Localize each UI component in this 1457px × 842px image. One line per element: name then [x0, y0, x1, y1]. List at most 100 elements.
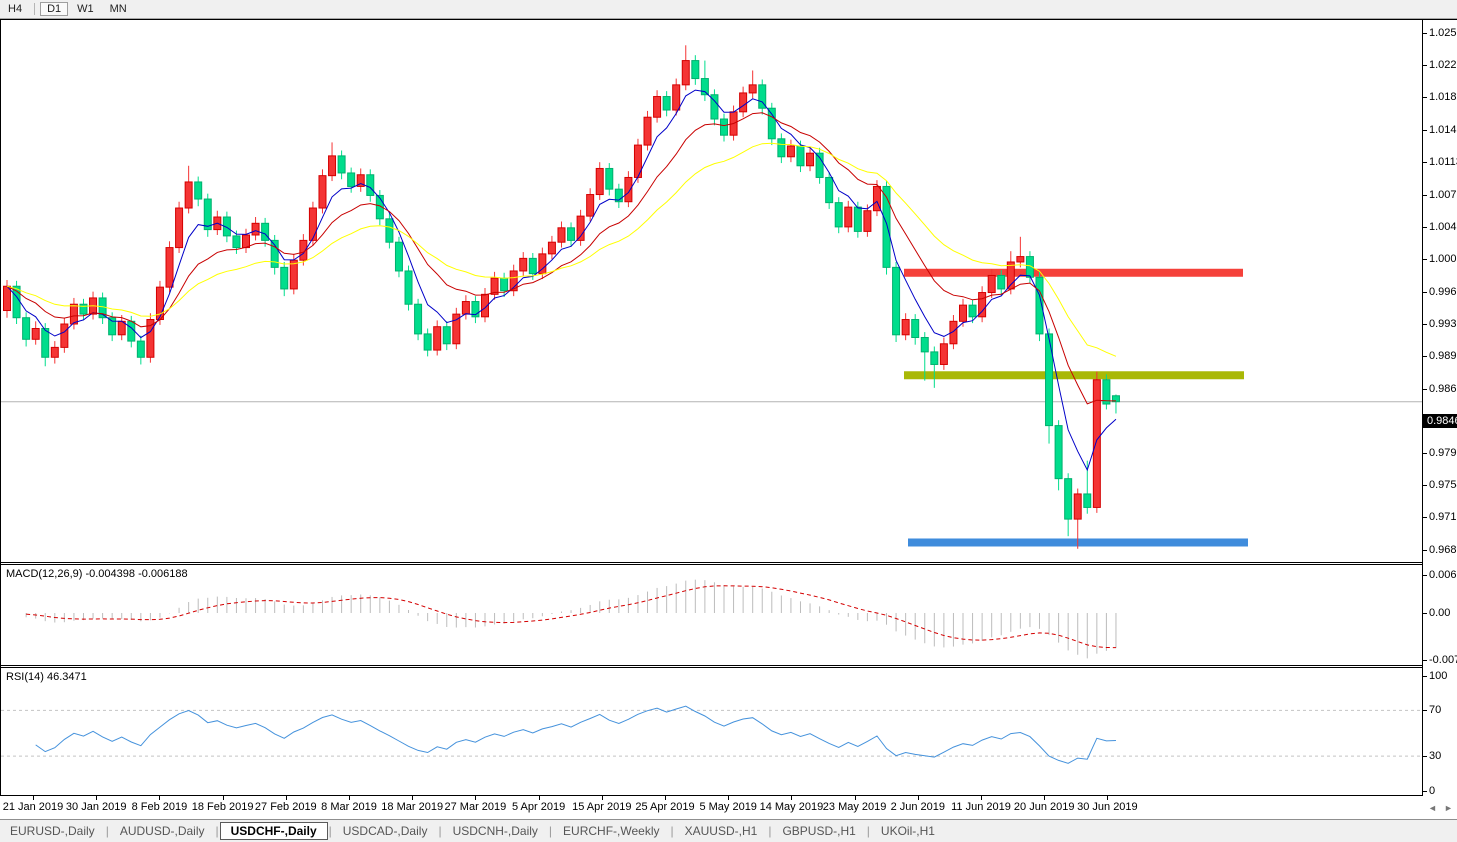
candlestick [1092, 371, 1101, 513]
bull-candle-body [949, 320, 958, 345]
bear-candle-body [834, 202, 843, 228]
bear-candle-body [614, 188, 623, 203]
bull-candle-body [1092, 379, 1101, 508]
tab-gbpusd-h1[interactable]: GBPUSD-,H1 [782, 824, 856, 838]
candlestick [911, 314, 920, 345]
bear-candle-body [1111, 395, 1120, 403]
tab-audusd-daily[interactable]: AUDUSD-,Daily [119, 824, 205, 838]
timeframe-mn-button[interactable]: MN [109, 3, 127, 15]
scroll-left-button[interactable]: ◄ [1428, 803, 1437, 813]
tab-usdcnh-daily[interactable]: USDCNH-,Daily [452, 824, 538, 838]
bear-candle-body [423, 333, 432, 351]
bull-candle-body [739, 92, 748, 113]
bull-candle-body [672, 84, 681, 111]
price-axis-tick: 1.00410 [1429, 220, 1457, 233]
price-axis-tick: 1.00050 [1429, 253, 1457, 266]
price-axis-tick: 0.99690 [1429, 285, 1457, 298]
date-tick-mark [1107, 796, 1109, 800]
candlestick [547, 235, 556, 260]
bull-candle-body [872, 185, 881, 212]
bear-candle-body [700, 78, 709, 96]
axis-tick-mark [1423, 452, 1427, 454]
date-tick-mark [665, 796, 666, 800]
candlestick [433, 320, 442, 356]
candlestick [12, 280, 21, 325]
bear-candle-body [375, 194, 384, 220]
bear-candle-body [710, 94, 719, 120]
candlestick [79, 298, 88, 321]
bear-candle-body [414, 303, 423, 335]
main-price-chart[interactable] [1, 20, 1422, 562]
axis-tick-mark [1423, 549, 1427, 551]
candlestick [203, 193, 212, 237]
bear-candle-body [366, 174, 375, 196]
bull-candle-body [60, 323, 69, 348]
candlestick [643, 110, 652, 151]
bear-candle-body [232, 235, 241, 249]
panel-splitter[interactable] [1, 562, 1422, 565]
bull-candle-body [959, 304, 967, 322]
date-axis-label: 25 Apr 2019 [635, 801, 695, 813]
horizontal-level-support-olive[interactable] [904, 371, 1244, 380]
candlestick [681, 45, 690, 91]
bull-candle-body [175, 207, 184, 249]
bear-candle-body [930, 351, 939, 365]
timeframe-h4-button[interactable]: H4 [8, 3, 23, 15]
macd-axis-tick: 0.00 [1429, 607, 1451, 619]
timeframe-w1-button[interactable]: W1 [77, 3, 94, 15]
date-axis-label: 5 Apr 2019 [511, 801, 566, 813]
date-axis-label: 21 Jan 2019 [2, 801, 64, 813]
bull-candle-body [653, 96, 662, 118]
tab-separator: | [438, 824, 442, 838]
candlestick [184, 165, 193, 214]
bull-candle-body [624, 176, 633, 203]
scroll-right-button[interactable]: ► [1444, 803, 1453, 813]
tab-separator: | [670, 824, 674, 838]
bear-candle-body [1045, 333, 1054, 427]
timeframe-d1-button[interactable]: D1 [40, 2, 69, 16]
rsi-panel[interactable] [1, 668, 1422, 795]
price-axis-tick: 1.02210 [1429, 59, 1457, 72]
tab-usdcad-daily[interactable]: USDCAD-,Daily [342, 824, 428, 838]
candlestick [490, 271, 499, 300]
tab-eurusd-daily[interactable]: EURUSD-,Daily [10, 824, 95, 838]
date-tick-mark [412, 796, 414, 800]
bull-candle-body [547, 241, 556, 255]
date-axis-label: 11 Jun 2019 [951, 801, 1011, 813]
candlestick [939, 337, 948, 370]
axis-tick-mark [1423, 574, 1427, 576]
macd-panel[interactable] [1, 565, 1422, 665]
candlestick [251, 217, 260, 241]
date-axis-label: 30 Jun 2019 [1077, 801, 1138, 813]
candlestick [3, 279, 11, 318]
candlestick [50, 341, 59, 364]
price-axis-tick: 1.01130 [1429, 156, 1457, 169]
candlestick [1045, 328, 1054, 444]
bear-candle-body [767, 107, 776, 140]
date-axis-label: 14 May 2019 [759, 801, 824, 813]
date-axis: ◄ ► 21 Jan 2019 30 Jan 2019 8 Feb 2019 18 F… [0, 796, 1457, 819]
bull-candle-body [433, 326, 442, 351]
candlestick [98, 292, 107, 325]
axis-tick-mark [1423, 65, 1427, 67]
bear-candle-body [500, 277, 509, 292]
horizontal-level-resistance-red[interactable] [904, 268, 1243, 277]
candlestick [968, 299, 977, 324]
axis-tick-mark [1423, 676, 1427, 677]
bull-candle-body [31, 328, 40, 340]
panel-splitter-2[interactable] [1, 665, 1422, 668]
bear-candle-body [567, 227, 576, 241]
price-axis-tick: 1.02570 [1429, 26, 1457, 39]
bear-candle-body [911, 319, 920, 338]
tab-xauusd-h1[interactable]: XAUUSD-,H1 [684, 824, 758, 838]
date-tick-mark [159, 796, 161, 800]
tab-ukoil-h1[interactable]: UKOil-,H1 [880, 824, 935, 838]
date-tick-mark [475, 796, 477, 800]
bear-candle-body [280, 266, 289, 290]
candlestick [347, 167, 356, 193]
tab-eurchf-weekly[interactable]: EURCHF-,Weekly [563, 824, 660, 838]
price-axis-tick: 0.99330 [1429, 318, 1457, 330]
bull-candle-body [1073, 493, 1082, 520]
candlestick [624, 171, 633, 208]
tab-usdchf-daily[interactable]: USDCHF-,Daily [219, 822, 328, 840]
